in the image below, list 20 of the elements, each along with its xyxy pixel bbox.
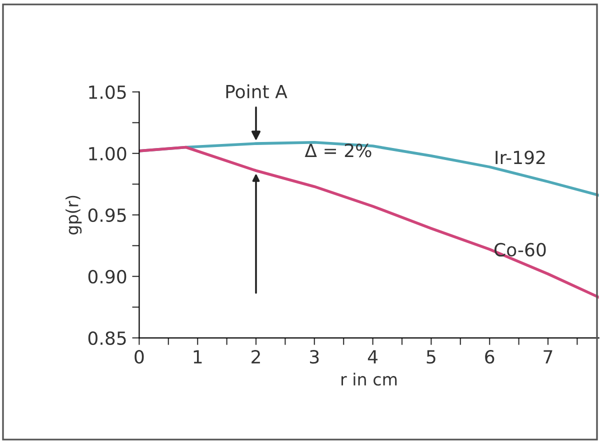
series-label: Co-60 (494, 242, 546, 257)
x-tick-label: 0 (134, 350, 144, 364)
x-tick-label: 7 (544, 350, 552, 364)
series-label: Ir-192 (496, 150, 545, 164)
y-tick-label: 1.00 (89, 146, 126, 161)
x-tick-label: 2 (252, 350, 260, 364)
x-tick-label: 6 (485, 350, 494, 364)
x-tick-label: 4 (368, 350, 378, 364)
annotation: Δ = 2% (304, 144, 372, 158)
y-tick-label: 0.95 (88, 208, 126, 222)
y-tick-label: 1.05 (89, 85, 126, 100)
y-tick-label: 0.90 (88, 270, 126, 284)
x-tick-label: 5 (426, 350, 436, 364)
line-series (139, 146, 599, 299)
y-axis-title: gp(r) (66, 196, 82, 234)
x-tick-label: 3 (310, 350, 319, 364)
x-tick-label: 1 (194, 350, 202, 364)
x-axis-title: r in cm (341, 372, 397, 386)
annotation: Point A (226, 84, 288, 98)
y-tick-label: 0.85 (88, 331, 126, 345)
